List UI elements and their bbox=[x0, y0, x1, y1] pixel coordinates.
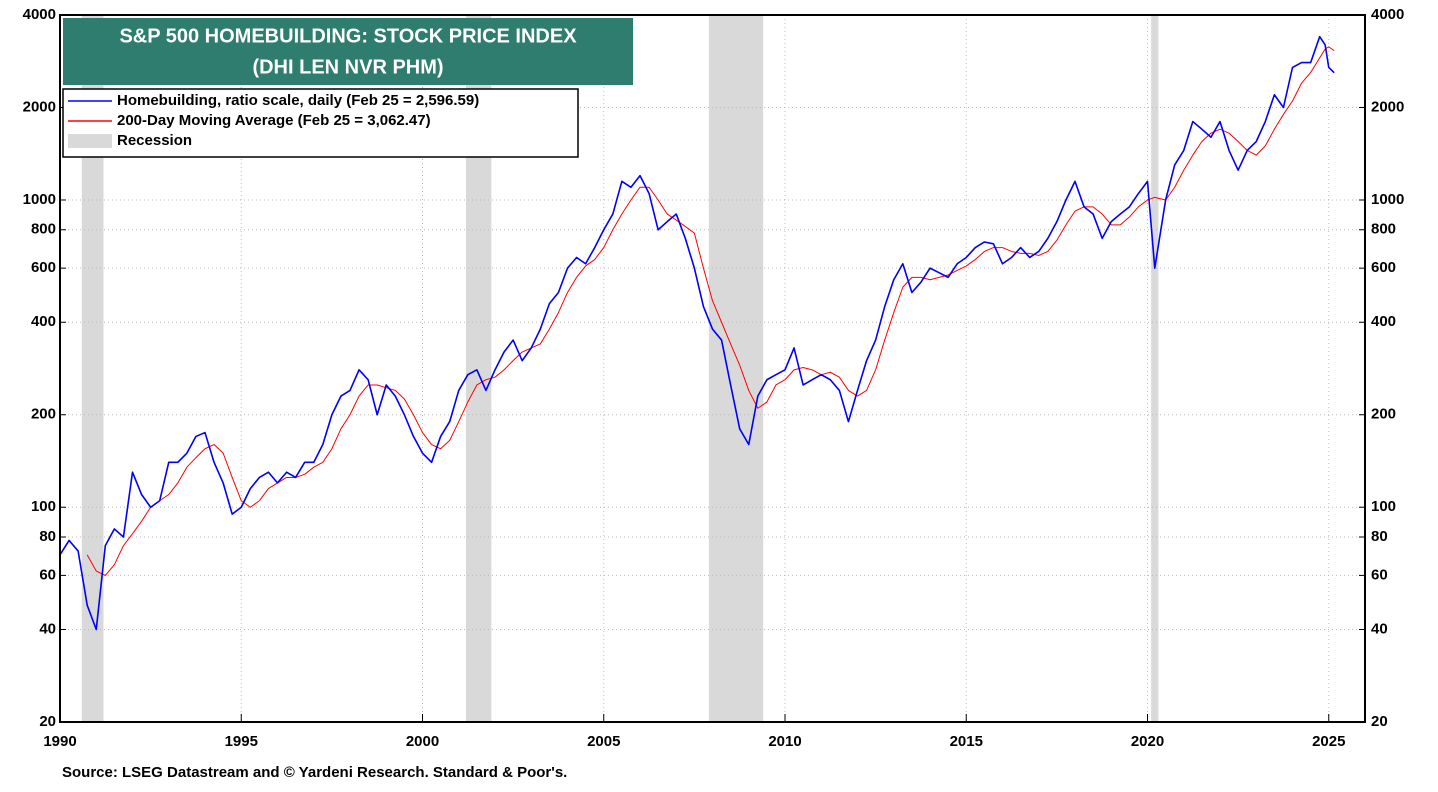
x-tick-label: 2005 bbox=[587, 733, 620, 750]
y-tick-label: 800 bbox=[31, 221, 56, 238]
x-tick-label: 2015 bbox=[950, 733, 983, 750]
x-tick-label: 2025 bbox=[1312, 733, 1345, 750]
x-tick-label: 2000 bbox=[406, 733, 439, 750]
legend-swatch bbox=[68, 134, 112, 148]
y-tick-label: 40 bbox=[39, 620, 56, 637]
y-tick-label: 20 bbox=[39, 713, 56, 730]
y2-tick-label: 2000 bbox=[1371, 98, 1404, 115]
legend-label: Homebuilding, ratio scale, daily (Feb 25… bbox=[117, 92, 479, 109]
series-line bbox=[86, 46, 1335, 576]
series-line bbox=[59, 35, 1335, 631]
y2-tick-label: 400 bbox=[1371, 313, 1396, 330]
chart-subtitle: (DHI LEN NVR PHM) bbox=[252, 56, 443, 78]
y2-tick-label: 40 bbox=[1371, 620, 1388, 637]
y-tick-label: 60 bbox=[39, 566, 56, 583]
recession-band bbox=[81, 15, 104, 722]
x-tick-label: 2020 bbox=[1131, 733, 1164, 750]
title-box bbox=[63, 18, 633, 85]
x-tick-label: 1990 bbox=[43, 733, 76, 750]
y2-tick-label: 4000 bbox=[1371, 6, 1404, 23]
y2-tick-label: 20 bbox=[1371, 713, 1388, 730]
x-tick-label: 1995 bbox=[225, 733, 258, 750]
y2-tick-label: 80 bbox=[1371, 528, 1388, 545]
legend bbox=[62, 88, 579, 158]
y-tick-label: 200 bbox=[31, 406, 56, 423]
source-note: Source: LSEG Datastream and © Yardeni Re… bbox=[62, 764, 567, 781]
y-tick-label: 1000 bbox=[23, 191, 56, 208]
y2-tick-label: 600 bbox=[1371, 259, 1396, 276]
recession-band bbox=[1151, 15, 1159, 722]
y-tick-label: 600 bbox=[31, 259, 56, 276]
plot-border bbox=[59, 14, 1366, 723]
y2-tick-label: 800 bbox=[1371, 221, 1396, 238]
x-tick-label: 2010 bbox=[768, 733, 801, 750]
recession-band bbox=[708, 15, 764, 722]
y2-tick-label: 60 bbox=[1371, 566, 1388, 583]
legend-label: Recession bbox=[117, 132, 192, 149]
y-tick-label: 4000 bbox=[23, 6, 56, 23]
y-tick-label: 100 bbox=[31, 498, 56, 515]
y2-tick-label: 1000 bbox=[1371, 191, 1404, 208]
y2-tick-label: 100 bbox=[1371, 498, 1396, 515]
y-tick-label: 2000 bbox=[23, 98, 56, 115]
y2-tick-label: 200 bbox=[1371, 406, 1396, 423]
y-tick-label: 400 bbox=[31, 313, 56, 330]
y-tick-label: 80 bbox=[39, 528, 56, 545]
legend-label: 200-Day Moving Average (Feb 25 = 3,062.4… bbox=[117, 112, 431, 129]
chart-title: S&P 500 HOMEBUILDING: STOCK PRICE INDEX bbox=[119, 25, 577, 47]
